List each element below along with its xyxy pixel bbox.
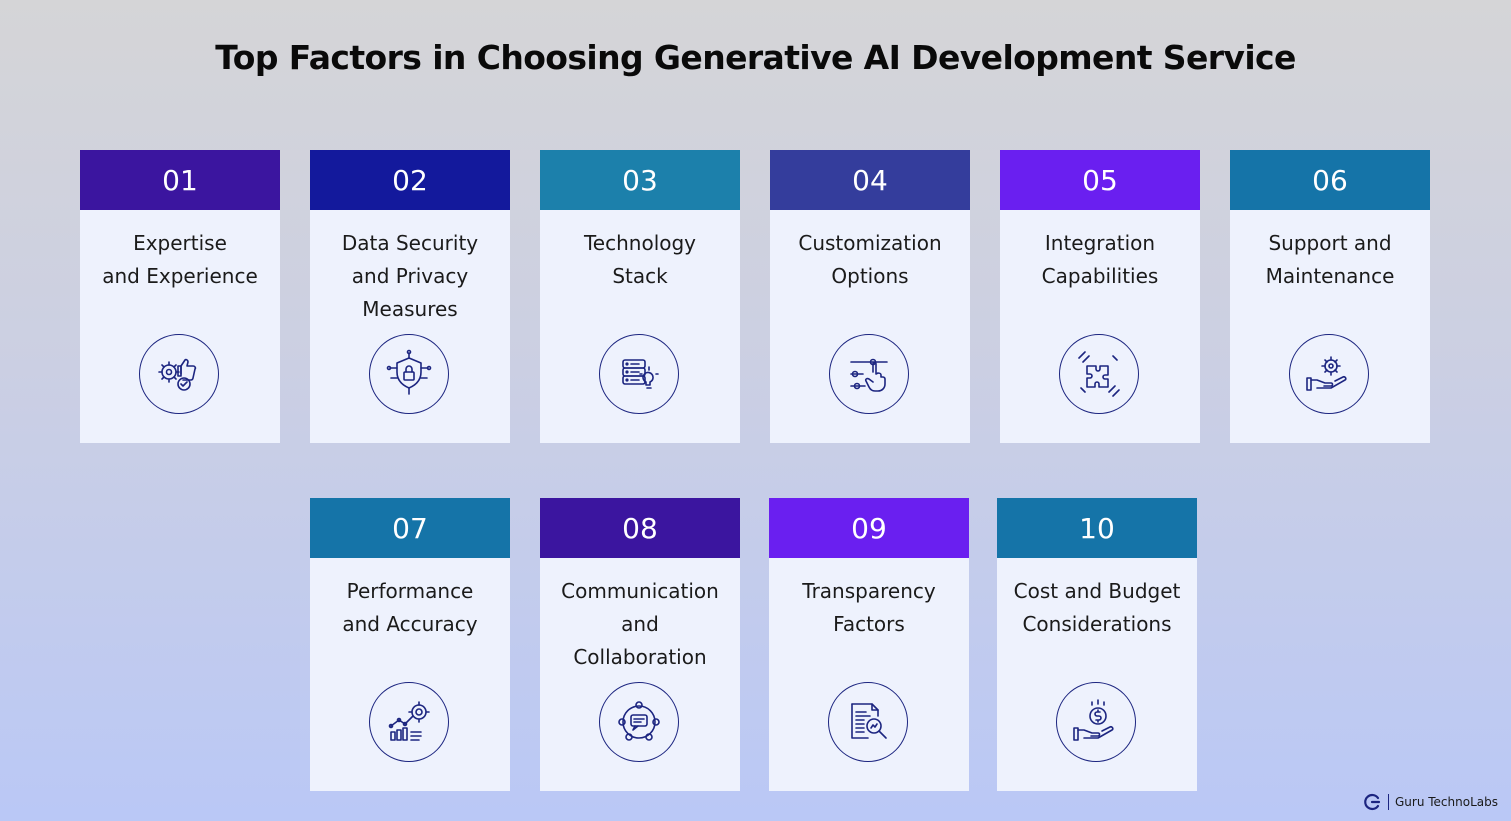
factor-label: Cost and Budget Considerations [1013, 579, 1181, 636]
factor-number: 04 [770, 150, 970, 210]
factor-card-02: 02 Data Security and Privacy Measures [310, 150, 510, 443]
document-search-icon [828, 682, 908, 762]
factor-card-05: 05 Integration Capabilities [1000, 150, 1200, 443]
factor-card-09: 09 Transparency Factors [769, 498, 969, 791]
growth-target-icon [369, 682, 449, 762]
factor-card-07: 07 Performance and Accuracy [310, 498, 510, 791]
brand-name: Guru TechnoLabs [1395, 795, 1498, 809]
factor-number: 03 [540, 150, 740, 210]
factor-number: 05 [1000, 150, 1200, 210]
factor-label: Integration Capabilities [1041, 231, 1159, 288]
factor-label: Transparency Factors [802, 579, 936, 636]
factor-label: Communication and Collaboration [561, 579, 719, 669]
factor-card-01: 01 Expertise and Experience [80, 150, 280, 443]
factor-number: 07 [310, 498, 510, 558]
chat-team-icon [599, 682, 679, 762]
hand-coin-icon [1056, 682, 1136, 762]
gear-thumbs-up-icon [139, 334, 219, 414]
factor-number: 09 [769, 498, 969, 558]
factor-number: 10 [997, 498, 1197, 558]
brand-logo: Guru TechnoLabs [1362, 791, 1498, 813]
factor-card-03: 03 Technology Stack [540, 150, 740, 443]
page-title: Top Factors in Choosing Generative AI De… [215, 38, 1296, 77]
factor-number: 02 [310, 150, 510, 210]
factor-card-06: 06 Support and Maintenance [1230, 150, 1430, 443]
factor-label: Customization Options [798, 231, 942, 288]
logo-divider [1388, 794, 1389, 810]
factor-label: Expertise and Experience [102, 231, 258, 288]
factor-card-04: 04 Customization Options [770, 150, 970, 443]
database-bulb-icon [599, 334, 679, 414]
factor-number: 08 [540, 498, 740, 558]
factor-number: 01 [80, 150, 280, 210]
factor-card-08: 08 Communication and Collaboration [540, 498, 740, 791]
factor-label: Support and Maintenance [1265, 231, 1395, 288]
factor-label: Performance and Accuracy [342, 579, 478, 636]
factor-label: Technology Stack [583, 231, 697, 288]
slider-hand-icon [829, 334, 909, 414]
factor-card-10: 10 Cost and Budget Considerations [997, 498, 1197, 791]
factor-number: 06 [1230, 150, 1430, 210]
factor-label: Data Security and Privacy Measures [341, 231, 479, 321]
guru-logo-icon [1364, 793, 1381, 811]
puzzle-hands-icon [1059, 334, 1139, 414]
shield-lock-icon [369, 334, 449, 414]
hand-gear-icon [1289, 334, 1369, 414]
